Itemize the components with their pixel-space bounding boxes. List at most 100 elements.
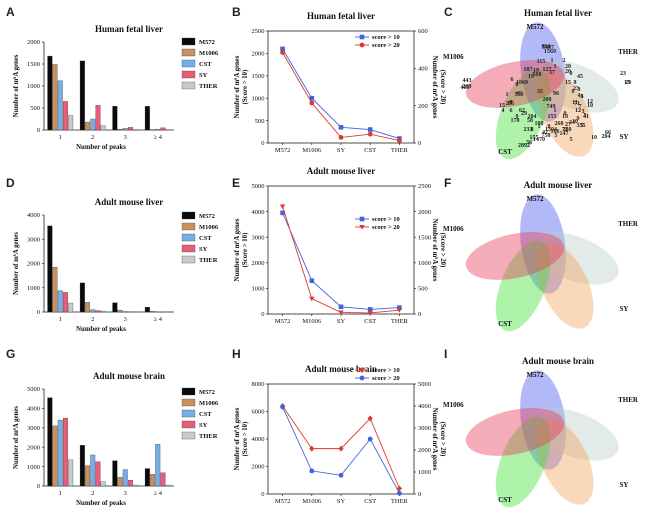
y-axis-label-a: Number of m⁶A genes — [13, 54, 20, 117]
legend-label-cst-d: CST — [199, 235, 212, 242]
venn-region-count-f: 3 — [582, 109, 585, 115]
venn-region-count-c: 4 — [581, 94, 584, 100]
bar-m572-g — [79, 445, 85, 487]
venn-set-label-m572-c: M572 — [526, 23, 544, 31]
bar-sy-g — [127, 480, 133, 487]
bar-cst-a — [122, 128, 128, 131]
y-tick-label-d: 0 — [37, 309, 40, 316]
x-tick-label-e: SY — [337, 318, 346, 325]
legend-swatch-cst-a — [181, 59, 196, 68]
bar-m572-g — [47, 397, 53, 487]
venn-region-count-i: 1069 — [516, 80, 528, 86]
legend-swatch-m1006-a — [181, 48, 196, 57]
data-point-0-e — [397, 305, 402, 310]
data-point-1-h — [338, 472, 344, 478]
data-point-1-e — [309, 296, 315, 302]
bar-m1006-d — [85, 302, 90, 313]
bar-m572-d — [112, 302, 118, 313]
bar-m1006-d — [150, 311, 155, 313]
venn-region-count-c: 12 — [587, 99, 593, 105]
y-tick-label-b: 500 — [255, 118, 265, 125]
bar-m1006-a — [52, 64, 58, 131]
y-tick-label-b: 2000 — [252, 51, 265, 58]
bar-ther-d — [100, 310, 106, 313]
venn-region-count-f: 403 — [461, 85, 470, 91]
venn-region-count-f: 29 — [625, 80, 631, 86]
legend-label-ther-a: THER — [199, 83, 218, 90]
y2-tick-label-e: 0 — [418, 311, 421, 318]
y-tick-label-h: 0 — [261, 491, 264, 498]
venn-region-count-i: 233 — [524, 127, 533, 133]
venn-set-cst-c — [495, 68, 551, 160]
data-point-1-b — [280, 50, 285, 55]
y-tick-label-h: 6000 — [252, 409, 265, 416]
panel-label-f: F — [444, 176, 451, 190]
legend-swatch-sy-g — [181, 420, 196, 429]
panel-label-i: I — [444, 347, 447, 361]
legend-label-1-h: score > 20 — [372, 375, 400, 382]
bar-cst-g — [122, 469, 128, 487]
venn-region-count-c: 5 — [584, 113, 587, 119]
bar-sy-a — [127, 127, 133, 131]
venn-region-count-c: 1 — [538, 124, 541, 130]
venn-region-count-c: 35 — [537, 89, 543, 95]
chart-title-c: Human fetal liver — [524, 8, 592, 18]
venn-set-sy-c — [536, 71, 594, 157]
legend-label-ther-g: THER — [199, 433, 218, 440]
venn-region-count-f: 208 — [543, 97, 552, 103]
venn-region-count-i: 269 — [463, 84, 472, 90]
legend-label-1-e: score > 20 — [372, 224, 400, 231]
x-tick-label-g: 1 — [59, 490, 62, 497]
y2-axis-label-h-line: Number of m⁶A genes — [431, 408, 438, 471]
bar-m572-a — [144, 106, 150, 131]
panel-label-d: D — [6, 176, 15, 190]
venn-set-label-m572-f: M572 — [526, 195, 544, 203]
venn-set-m572-f — [520, 194, 566, 294]
venn-region-count-f: 15 — [499, 103, 505, 109]
data-point-1-e — [279, 204, 286, 210]
y-axis-label-b-line: (Score > 10) — [242, 70, 249, 105]
venn-region-count-f: 5 — [581, 94, 584, 100]
y2-tick-label-h: 5000 — [418, 381, 431, 388]
legend-swatch-m572-d — [181, 211, 196, 220]
legend-label-0-h: score > 10 — [372, 367, 400, 374]
venn-region-count-c: 1 — [506, 92, 509, 98]
venn-region-count-i: 11 — [572, 100, 578, 106]
venn-region-count-c: 155 — [530, 135, 539, 141]
bar-m1006-g — [85, 465, 90, 487]
data-point-1-e — [367, 310, 373, 316]
chart-title-i: Adult mouse brain — [522, 356, 594, 366]
data-point-1-e — [338, 310, 344, 316]
venn-region-count-i: 178 — [511, 118, 520, 124]
venn-region-count-c: 106 — [551, 129, 560, 135]
y-tick-label-e: 3000 — [252, 234, 265, 241]
data-point-1-h — [309, 468, 315, 474]
venn-region-count-c: 894 — [542, 44, 551, 50]
venn-region-count-f: 58 — [527, 118, 533, 124]
venn-region-count-c: 2 — [563, 58, 566, 64]
venn-set-cst-f — [495, 240, 551, 332]
panel-label-h: H — [232, 347, 241, 361]
y-tick-label-e: 1000 — [252, 286, 265, 293]
x-tick-label-e: THER — [391, 318, 409, 325]
venn-region-count-c: 204 — [528, 114, 537, 120]
bar-m1006-a — [117, 128, 123, 131]
venn-region-count-i: 5 — [570, 137, 573, 143]
bar-m1006-d — [117, 309, 123, 313]
data-point-1-e — [396, 308, 403, 313]
venn-region-count-i: 12 — [575, 108, 581, 114]
chart-title-h: Adult mouse brain — [305, 364, 377, 374]
venn-region-count-f: 36 — [526, 140, 532, 146]
venn-region-count-i: 37 — [549, 70, 555, 76]
legend-marker-1-h — [359, 375, 365, 381]
venn-region-count-c: 8 — [574, 80, 577, 86]
x-tick-label-a: 1 — [59, 134, 62, 141]
bar-cst-g — [57, 419, 63, 487]
data-point-0-b — [338, 125, 344, 130]
y2-tick-label-e: 2000 — [418, 209, 431, 216]
bar-cst-g — [90, 454, 96, 487]
venn-region-count-i: 20 — [565, 69, 571, 75]
venn-region-count-f: 0 — [516, 114, 519, 120]
x-tick-label-g: 3 — [124, 490, 127, 497]
legend-swatch-cst-d — [181, 233, 196, 242]
